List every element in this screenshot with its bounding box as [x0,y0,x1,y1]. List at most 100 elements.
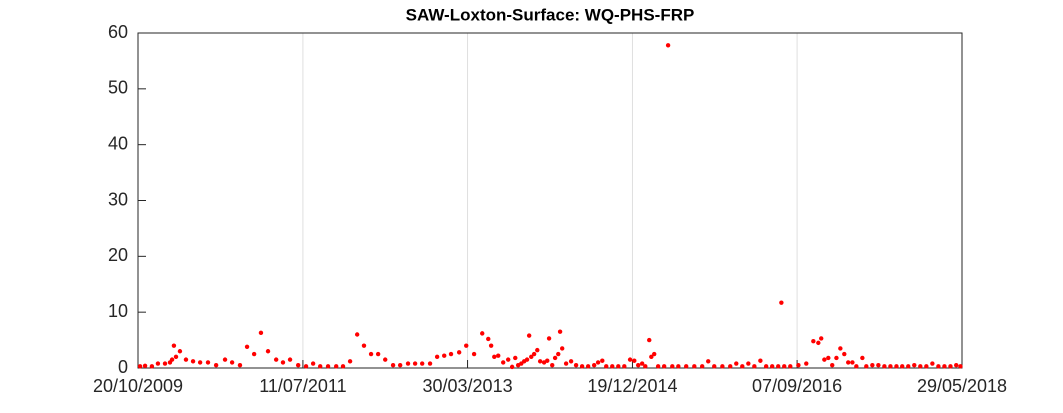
point [535,347,540,353]
point [537,359,543,364]
point [864,364,869,369]
point [683,364,689,369]
point [375,351,381,357]
point [492,354,497,360]
point [526,333,532,338]
point [595,360,601,365]
point [155,361,161,366]
point [665,43,671,48]
point [287,357,293,362]
point [740,364,745,369]
point [556,351,561,357]
point [552,355,558,361]
point [838,346,843,351]
point [834,355,839,361]
point [325,364,331,369]
y-tick-label: 60 [108,22,128,42]
y-tick-label: 10 [108,301,128,321]
point [190,359,196,364]
point [213,363,219,368]
point [361,343,367,348]
point [531,351,537,357]
point [354,332,360,337]
point [419,361,425,366]
point [546,336,552,341]
point [746,361,751,366]
point [842,351,847,357]
point [604,364,609,369]
point [573,363,579,368]
point [557,329,563,334]
point [776,364,781,369]
point [183,357,189,362]
point [251,351,257,357]
point [177,349,183,354]
point [894,364,899,369]
point [405,361,411,366]
point [205,360,211,365]
point [456,350,462,355]
point [559,346,565,351]
x-tick-label: 20/10/2009 [93,376,183,396]
point [779,300,784,305]
point [942,364,947,369]
point [846,360,851,365]
point [610,364,615,369]
point [505,357,511,362]
point [888,364,893,369]
point [591,363,597,368]
point [816,340,821,346]
point [850,360,855,365]
point [627,357,633,362]
point [706,359,711,364]
point [229,360,235,365]
point [647,337,652,343]
point [568,359,574,364]
point [655,364,661,369]
point [334,364,339,369]
point [870,363,875,368]
point [670,364,675,369]
point [796,363,801,368]
point [758,358,763,363]
point [734,361,739,366]
y-tick-label: 50 [108,78,128,98]
point [728,364,733,369]
point [763,364,769,369]
point [340,364,346,369]
x-tick-label: 11/07/2011 [259,376,346,396]
point [197,360,203,365]
x-tick-label: 29/05/2018 [917,376,1007,396]
point [280,360,286,365]
point [699,364,705,369]
point [486,336,491,342]
point [600,358,605,363]
point [876,363,881,368]
point [529,354,534,360]
y-tick-label: 0 [118,357,128,377]
point [822,357,827,362]
point [550,363,555,368]
point [692,364,697,369]
point [958,364,963,369]
point [882,364,887,369]
point [826,355,831,361]
y-tick-label: 40 [108,133,128,153]
point [661,364,667,369]
y-tick-label: 30 [108,189,128,209]
point [488,343,494,348]
point [464,343,469,348]
point [720,364,725,369]
point [769,364,775,369]
point [509,364,515,370]
point [222,357,228,362]
point [149,364,155,369]
point [368,351,374,357]
point [471,351,477,357]
point [906,364,911,369]
point [142,363,148,368]
point [169,357,175,362]
point [819,336,824,341]
